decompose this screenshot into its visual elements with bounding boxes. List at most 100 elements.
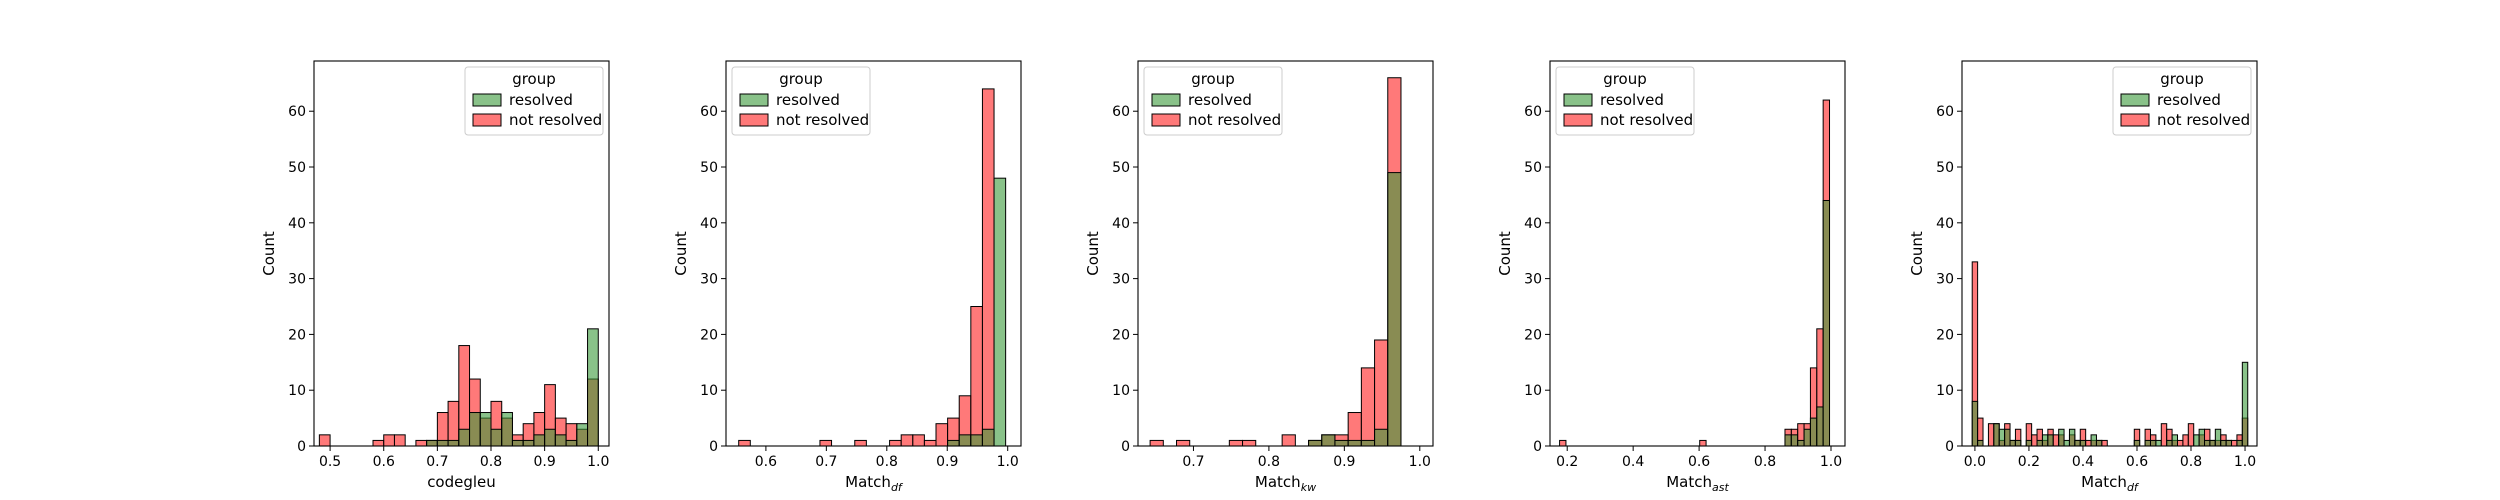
axes-frame: [1549, 60, 1846, 447]
bar-resolved: [533, 434, 546, 446]
bar-resolved: [2149, 439, 2157, 446]
x-tick-label: 0.6: [373, 454, 395, 470]
bar-resolved: [565, 439, 578, 446]
bar-resolved: [2079, 439, 2087, 446]
x-tick-label: 0.8: [876, 454, 898, 470]
bar-resolved: [426, 439, 438, 446]
histogram-panel-4: 0 10 20 30 40 50 60 0.2 0.4 0.6 0.8 1.0 Count Matchas…: [1496, 60, 1846, 494]
axes-frame: [725, 60, 1022, 447]
legend-swatch-not-resolved: [1563, 113, 1593, 127]
legend-label: not resolved: [509, 111, 602, 129]
bar-resolved: [1971, 400, 1979, 446]
bar-not-resolved: [544, 384, 556, 446]
bars: [1971, 261, 2249, 446]
bar-not-resolved: [738, 439, 751, 446]
bar-resolved: [2047, 434, 2054, 446]
legend-label: not resolved: [776, 111, 869, 129]
x-tick-label: 0.6: [1688, 454, 1710, 470]
y-tick-label: 20: [1112, 327, 1130, 343]
y-tick-label: 60: [1524, 104, 1542, 120]
bar-resolved: [2090, 434, 2097, 446]
axes-frame: [1137, 60, 1434, 447]
histogram-panel-5: 0 10 20 30 40 50 60 0.0 0.2 0.4 0.6 0.8 1.0 Count Matc…: [1908, 60, 2258, 494]
bar-not-resolved: [1281, 434, 1296, 446]
histogram-panel-3: 0 10 20 30 40 50 60 0.7 0.8 0.9 1.0 Count Matchkw gro…: [1084, 60, 1434, 494]
bar-resolved: [2014, 439, 2022, 446]
bar-not-resolved: [393, 434, 406, 446]
axes-frame: [1961, 60, 2258, 447]
axes-frame: [313, 60, 610, 447]
x-tick-label: 0.6: [755, 454, 777, 470]
bar-resolved: [993, 177, 1007, 446]
y-tick-label: 0: [1121, 439, 1130, 455]
bar-resolved: [436, 439, 449, 446]
y-tick-label: 60: [1112, 104, 1130, 120]
bar-not-resolved: [935, 423, 949, 446]
bar-resolved: [1784, 434, 1792, 446]
x-tick-label: 0.2: [2018, 454, 2040, 470]
bar-resolved: [2036, 439, 2043, 446]
legend-swatch-resolved: [1151, 93, 1181, 107]
bar-resolved: [1816, 406, 1824, 446]
x-tick-label: 1.0: [587, 454, 609, 470]
y-tick-label: 20: [700, 327, 718, 343]
legend-title: group: [512, 70, 556, 88]
bar-not-resolved: [2231, 439, 2238, 446]
y-tick-label: 0: [297, 439, 306, 455]
legend: group resolved not resolved: [1555, 66, 1695, 136]
bars: [738, 88, 1007, 446]
x-tick-label: 0.2: [1556, 454, 1578, 470]
bar-resolved: [490, 428, 503, 446]
bar-not-resolved: [2052, 434, 2060, 446]
bar-resolved: [970, 434, 983, 446]
bar-not-resolved: [318, 434, 331, 446]
bar-resolved: [2095, 439, 2103, 446]
legend-swatch-not-resolved: [2120, 113, 2150, 127]
bar-not-resolved: [1699, 439, 1707, 446]
bar-not-resolved: [900, 434, 914, 446]
histogram-panel-1: 0 10 20 30 40 50 60 0.5 0.6 0.7 0.8 0.9 1.0 Count code…: [260, 60, 610, 491]
x-tick-label: 1.0: [1820, 454, 1842, 470]
bar-resolved: [958, 434, 972, 446]
bar-resolved: [2144, 439, 2151, 446]
y-tick-label: 30: [700, 272, 718, 288]
bar-resolved: [2193, 434, 2200, 446]
y-axis-label: Count: [672, 231, 690, 276]
x-tick-label: 0.4: [2072, 454, 2094, 470]
y-tick-label: 10: [700, 383, 718, 399]
bar-not-resolved: [1149, 439, 1164, 446]
bar-resolved: [458, 428, 471, 446]
bar-resolved: [501, 412, 513, 446]
y-tick-label: 60: [1936, 104, 1954, 120]
x-axis-label: Matchdf: [845, 473, 904, 494]
bar-resolved: [2025, 439, 2033, 446]
bar-not-resolved: [2160, 423, 2168, 446]
bar-resolved: [2041, 434, 2049, 446]
x-tick-label: 0.7: [1182, 454, 1204, 470]
bar-resolved: [2220, 439, 2227, 446]
bar-not-resolved: [2031, 434, 2038, 446]
bar-not-resolved: [1176, 439, 1191, 446]
legend-swatch-resolved: [2120, 93, 2150, 107]
bar-resolved: [1822, 199, 1831, 446]
bar-not-resolved: [372, 439, 385, 446]
y-tick-label: 0: [1533, 439, 1542, 455]
legend: group resolved not resolved: [464, 66, 604, 136]
x-axis-label: Matchdf: [2081, 473, 2140, 494]
y-tick-label: 10: [1936, 383, 1954, 399]
y-tick-label: 10: [1112, 383, 1130, 399]
legend-label: resolved: [776, 91, 840, 109]
legend: group resolved not resolved: [1143, 66, 1283, 136]
bar-resolved: [2209, 439, 2216, 446]
bar-not-resolved: [1242, 439, 1257, 446]
bar-resolved: [947, 439, 960, 446]
histogram-panel-2: 0 10 20 30 40 50 60 0.6 0.7 0.8 0.9 1.0 Count Matchdf…: [672, 60, 1022, 494]
bar-not-resolved: [1971, 261, 1979, 446]
x-tick-label: 0.9: [936, 454, 958, 470]
legend-label: resolved: [1600, 91, 1664, 109]
bar-resolved: [2241, 361, 2249, 446]
bar-not-resolved: [970, 306, 983, 446]
bar-not-resolved: [1228, 439, 1244, 446]
x-tick-label: 0.4: [1622, 454, 1644, 470]
y-tick-label: 0: [1945, 439, 1954, 455]
